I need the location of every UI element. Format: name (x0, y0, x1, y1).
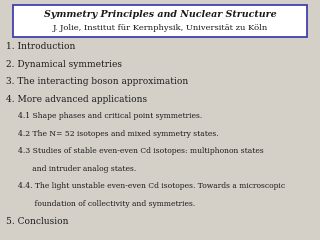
Text: Symmetry Principles and Nuclear Structure: Symmetry Principles and Nuclear Structur… (44, 10, 276, 19)
FancyBboxPatch shape (13, 5, 307, 37)
Text: 4.1 Shape phases and critical point symmetries.: 4.1 Shape phases and critical point symm… (18, 112, 202, 120)
Text: 4.2 The N= 52 isotopes and mixed symmetry states.: 4.2 The N= 52 isotopes and mixed symmetr… (18, 130, 218, 138)
Text: 1. Introduction: 1. Introduction (6, 42, 76, 51)
Text: 4.4. The light unstable even-even Cd isotopes. Towards a microscopic: 4.4. The light unstable even-even Cd iso… (18, 182, 285, 190)
Text: 4. More advanced applications: 4. More advanced applications (6, 95, 148, 104)
Text: 3. The interacting boson approximation: 3. The interacting boson approximation (6, 77, 189, 86)
Text: 5. Conclusion: 5. Conclusion (6, 217, 69, 226)
Text: and intruder analog states.: and intruder analog states. (18, 165, 136, 173)
Text: 4.3 Studies of stable even-even Cd isotopes: multiphonon states: 4.3 Studies of stable even-even Cd isoto… (18, 147, 263, 155)
Text: J. Jolie, Institut für Kernphysik, Universität zu Köln: J. Jolie, Institut für Kernphysik, Unive… (52, 24, 268, 32)
Text: foundation of collectivity and symmetries.: foundation of collectivity and symmetrie… (18, 200, 195, 208)
Text: 2. Dynamical symmetries: 2. Dynamical symmetries (6, 60, 123, 69)
